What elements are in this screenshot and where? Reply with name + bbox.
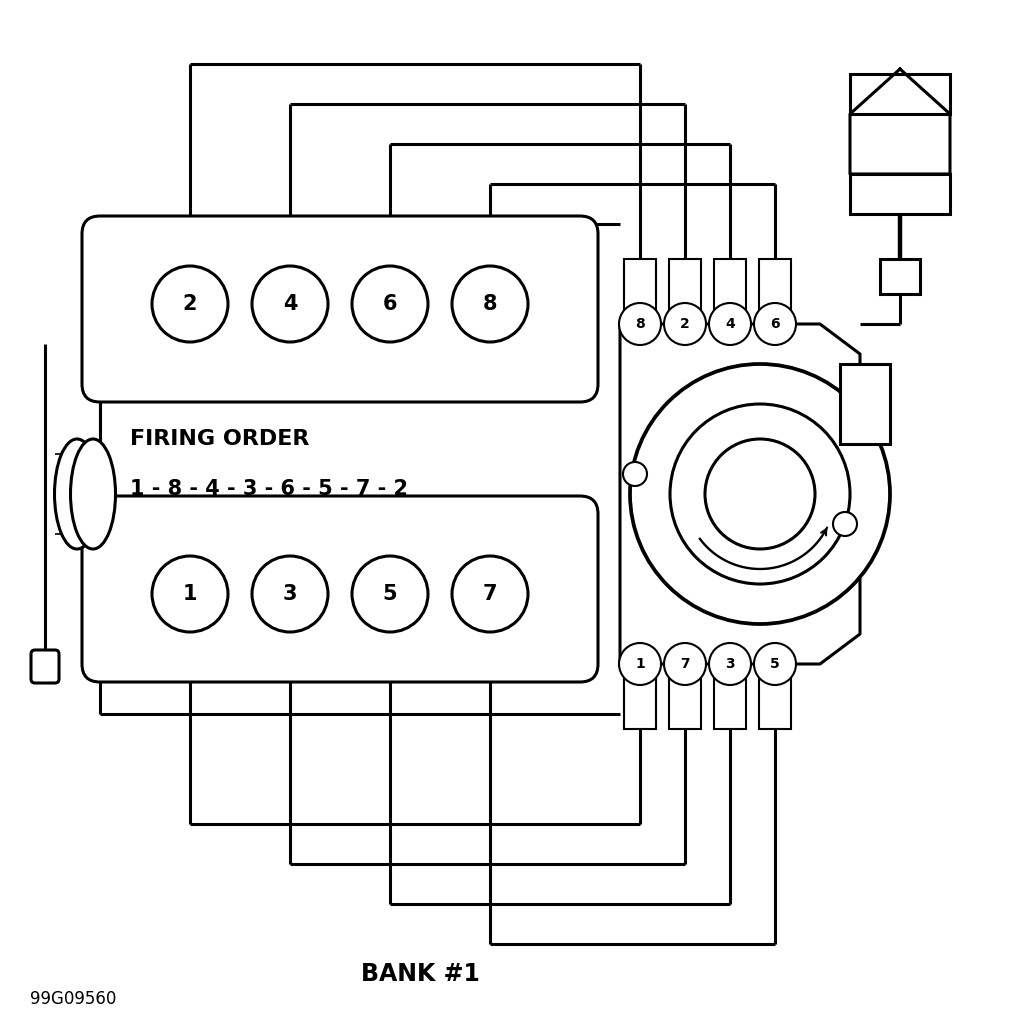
Bar bbox=[624, 259, 656, 324]
Ellipse shape bbox=[54, 439, 99, 549]
Circle shape bbox=[618, 643, 662, 685]
Circle shape bbox=[252, 266, 328, 342]
Bar bbox=[669, 664, 701, 729]
Circle shape bbox=[152, 556, 228, 632]
Text: 99G09560: 99G09560 bbox=[30, 990, 117, 1008]
Circle shape bbox=[152, 266, 228, 342]
Bar bbox=[669, 259, 701, 324]
Text: 5: 5 bbox=[383, 584, 397, 604]
Text: BANK #1: BANK #1 bbox=[360, 962, 479, 986]
Circle shape bbox=[352, 556, 428, 632]
Circle shape bbox=[754, 303, 796, 345]
Text: 6: 6 bbox=[770, 317, 780, 331]
Bar bbox=[880, 259, 920, 294]
Circle shape bbox=[754, 643, 796, 685]
Bar bbox=[714, 259, 746, 324]
Circle shape bbox=[664, 303, 706, 345]
Circle shape bbox=[252, 556, 328, 632]
Ellipse shape bbox=[71, 439, 116, 549]
Circle shape bbox=[452, 266, 528, 342]
FancyBboxPatch shape bbox=[82, 496, 598, 682]
Bar bbox=[624, 664, 656, 729]
Text: FIRING ORDER: FIRING ORDER bbox=[130, 429, 309, 449]
Text: 7: 7 bbox=[680, 657, 690, 671]
Text: 1: 1 bbox=[182, 584, 198, 604]
Text: 8: 8 bbox=[635, 317, 645, 331]
Bar bbox=[850, 74, 950, 114]
Circle shape bbox=[670, 404, 850, 584]
Text: 1 - 8 - 4 - 3 - 6 - 5 - 7 - 2: 1 - 8 - 4 - 3 - 6 - 5 - 7 - 2 bbox=[130, 479, 408, 499]
FancyBboxPatch shape bbox=[82, 216, 598, 402]
Circle shape bbox=[709, 643, 751, 685]
Bar bbox=[840, 364, 890, 444]
Text: 5: 5 bbox=[770, 657, 780, 671]
Bar bbox=[850, 174, 950, 214]
Text: 3: 3 bbox=[725, 657, 735, 671]
Circle shape bbox=[352, 266, 428, 342]
Circle shape bbox=[630, 364, 890, 624]
Text: 2: 2 bbox=[680, 317, 690, 331]
Bar bbox=[759, 664, 791, 729]
Circle shape bbox=[709, 303, 751, 345]
Text: 4: 4 bbox=[725, 317, 735, 331]
Bar bbox=[714, 664, 746, 729]
Circle shape bbox=[664, 643, 706, 685]
Circle shape bbox=[705, 439, 815, 549]
Text: 3: 3 bbox=[283, 584, 297, 604]
Circle shape bbox=[833, 512, 857, 536]
Text: 8: 8 bbox=[482, 294, 498, 314]
Text: 2: 2 bbox=[182, 294, 198, 314]
Polygon shape bbox=[850, 69, 950, 174]
Circle shape bbox=[618, 303, 662, 345]
Text: 4: 4 bbox=[283, 294, 297, 314]
Circle shape bbox=[452, 556, 528, 632]
Text: 7: 7 bbox=[482, 584, 498, 604]
Circle shape bbox=[623, 462, 647, 486]
Text: 6: 6 bbox=[383, 294, 397, 314]
Bar bbox=[759, 259, 791, 324]
Text: 1: 1 bbox=[635, 657, 645, 671]
FancyBboxPatch shape bbox=[31, 650, 59, 683]
